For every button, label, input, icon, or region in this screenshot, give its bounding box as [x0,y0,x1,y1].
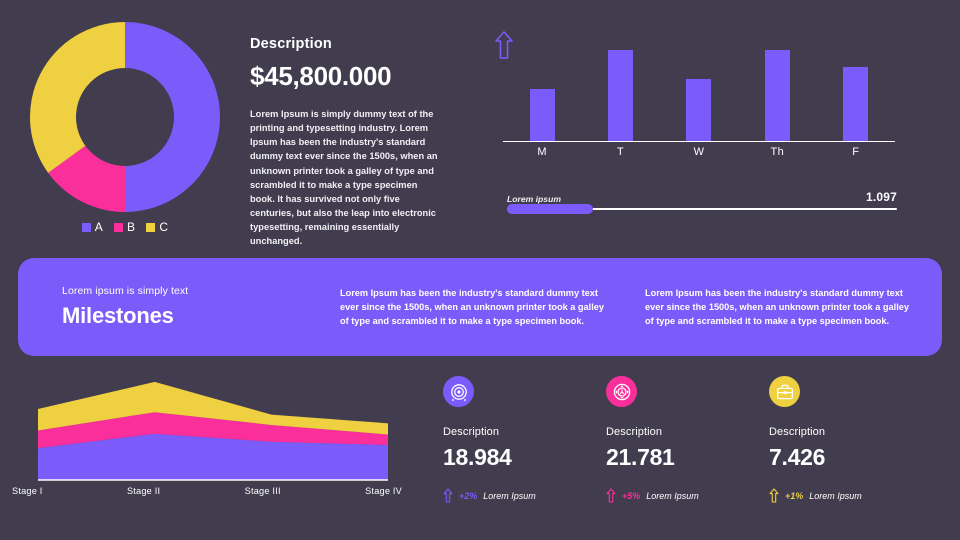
area-chart [38,376,388,481]
kpi-trend-note: Lorem Ipsum [646,490,699,501]
up-arrow-icon [493,30,515,60]
legend-swatch-icon [146,222,156,232]
description-amount: $45,800.000 [250,61,392,91]
donut-chart-block: A B C [0,0,250,250]
kpi-trend-percent: +2% [459,490,478,501]
target-icon [443,376,474,407]
kpi-value: 21.781 [606,444,675,470]
kpi-trend: +5% Lorem Ipsum [606,488,766,503]
donut-legend: A B C [81,220,169,234]
kpi-card-2: Description 21.781 +5% Lorem Ipsum [603,376,766,540]
top-section: A B C Description $45,800.000 Lorem Ipsum … [0,0,960,250]
bar-label-th: Th [770,146,785,158]
kpi-value: 7.426 [769,444,826,470]
kpi-description: Description [769,426,826,438]
kpi-trend-percent: +1% [785,490,804,501]
description-body: Lorem Ipsum is simply dummy text of the … [250,109,438,247]
bar-chart-block: M T W Th F Lorem ipsum 1.097 [465,0,960,250]
kpi-trend: +2% Lorem Ipsum [443,488,603,503]
area-label-stage-4: Stage IV [365,486,402,496]
bar-label-m: M [537,146,547,158]
kpi-card-3: Description 7.426 +1% Lorem Ipsum [766,376,929,540]
area-label-stage-2: Stage II [126,486,161,496]
donut-hole [76,68,174,166]
area-layer-c[interactable] [38,381,388,435]
kpi-description: Description [606,426,663,438]
trend-up-arrow-icon [606,488,616,503]
progress-bar[interactable] [507,204,897,214]
bar-th[interactable] [764,50,790,142]
kpi-value: 18.984 [443,444,512,470]
donut-chart-svg [29,22,220,212]
kpi-trend-note: Lorem Ipsum [483,490,536,501]
bar-w[interactable] [686,79,712,142]
area-chart-block: Stage I Stage II Stage III Stage IV [0,368,440,540]
area-chart-labels: Stage I Stage II Stage III Stage IV [12,486,402,496]
progress-value: 1.097 [865,190,897,204]
trend-up-arrow-icon [769,488,779,503]
progress-bar-fill [507,204,593,214]
bar-chart-labels: M T W Th F [503,146,895,158]
legend-label: C [159,220,169,234]
area-label-stage-3: Stage III [244,486,281,496]
bottom-section: Stage I Stage II Stage III Stage IV Descrip… [0,368,960,540]
milestones-column-one: Lorem Ipsum has been the industry's stan… [340,287,604,327]
legend-label: A [94,220,104,234]
bar-chart [503,42,895,142]
milestones-heading-block: Lorem ipsum is simply text Milestones [18,285,340,329]
kpi-description: Description [443,426,500,438]
milestones-title: Milestones [62,303,174,328]
bar-label-w: W [693,146,705,158]
kpi-card-1: Description 18.984 +2% Lorem Ipsum [440,376,603,540]
milestones-column-two: Lorem Ipsum has been the industry's stan… [645,287,909,327]
bar-t[interactable] [608,50,634,142]
kpi-trend: +1% Lorem Ipsum [769,488,929,503]
area-layer-b[interactable] [38,412,388,449]
briefcase-icon [769,376,800,407]
kpi-trend-percent: +5% [622,490,641,501]
progress-block: Lorem ipsum 1.097 [507,190,897,214]
donut-chart [29,22,220,212]
milestones-banner: Lorem ipsum is simply text Milestones Lo… [18,258,942,356]
kpi-trend-note: Lorem Ipsum [809,490,862,501]
area-chart-svg [38,381,388,481]
bar-label-f: F [852,146,860,158]
description-block: Description $45,800.000 Lorem Ipsum is s… [250,0,465,250]
description-title: Description [250,36,332,52]
gear-icon [606,376,637,407]
kpi-card-list: Description 18.984 +2% Lorem Ipsum Descripti… [440,368,960,540]
bar-f[interactable] [843,66,869,142]
area-layer-a[interactable] [38,433,388,480]
donut-slice-c[interactable] [29,22,125,173]
trend-up-arrow-icon [443,488,453,503]
milestones-eyebrow: Lorem ipsum is simply text [62,285,189,297]
legend-label: B [127,220,136,234]
bar-label-t: T [617,146,625,158]
legend-swatch-icon [114,222,124,232]
area-label-stage-1: Stage I [12,486,43,496]
legend-item-a[interactable]: A [81,220,104,234]
legend-swatch-icon [81,222,91,232]
legend-item-c[interactable]: C [146,220,168,234]
legend-item-b[interactable]: B [114,220,135,234]
progress-label: Lorem ipsum [507,194,561,204]
bar-chart-axis [503,140,895,142]
bar-m[interactable] [529,88,555,142]
